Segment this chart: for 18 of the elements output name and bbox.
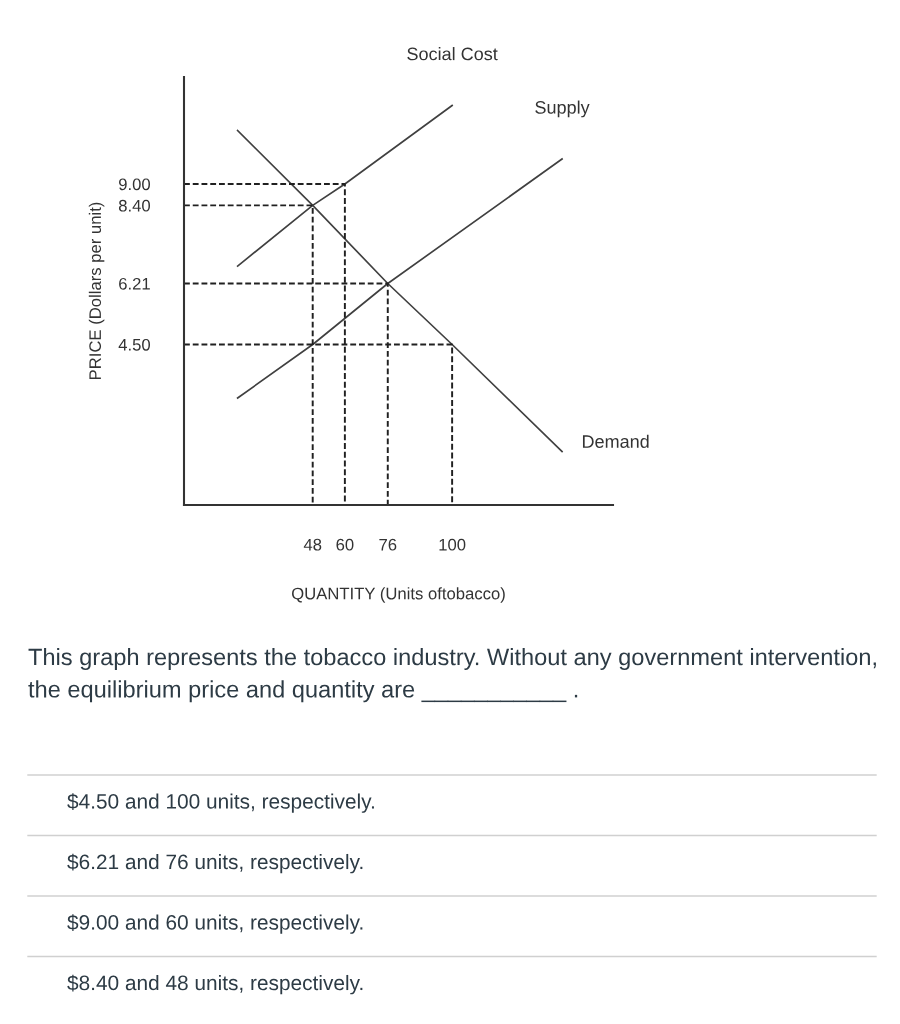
text: $9.00 and 60 units, respectively.	[67, 914, 363, 934]
text: Supply	[535, 100, 590, 118]
x-tick-label: 48	[303, 538, 322, 551]
x-axis-title: QUANTITY (Units oftobacco)	[292, 587, 505, 603]
y-axis-title: PRICE (Dollars per unit)	[88, 202, 105, 380]
y-tick-label: 4.50	[118, 338, 151, 351]
text: Social Cost	[407, 47, 498, 61]
x-tick-label: 100	[439, 538, 466, 551]
text: $8.40 and 48 units, respectively.	[67, 974, 363, 995]
text: $4.50 and 100 units, respectively.	[67, 793, 374, 813]
y-tick-label: 6.21	[119, 277, 150, 290]
y-tick-label: 9.00	[119, 178, 151, 191]
x-tick-label: 60	[336, 538, 354, 551]
text: This graph represents the tobacco industry. Without any government intervention, the equilibrium price and quantity are ___________ .	[28, 648, 876, 703]
x-tick-label: 76	[379, 538, 397, 551]
series-label: Demand	[582, 434, 649, 448]
text: $6.21 and 76 units, respectively.	[67, 853, 363, 874]
y-tick-label: 8.40	[118, 199, 151, 212]
